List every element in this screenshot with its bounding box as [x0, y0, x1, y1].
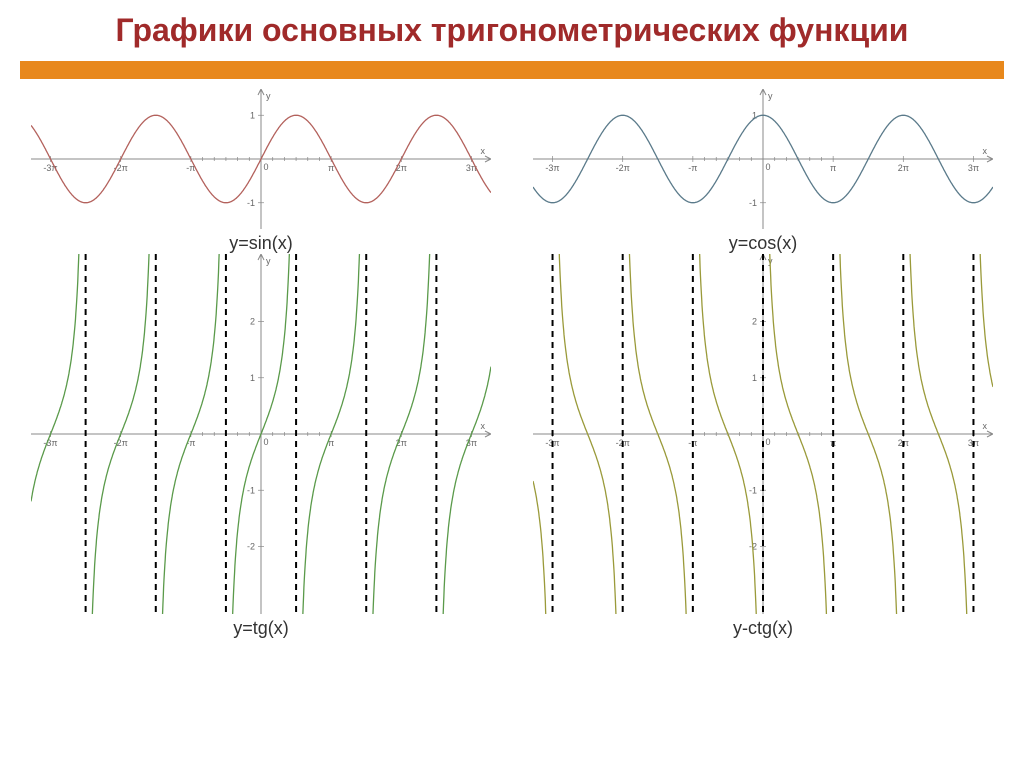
panel-sin: xy-3π-2π-ππ2π3π1-10 y=sin(x)	[25, 89, 497, 254]
svg-text:y: y	[266, 91, 271, 101]
svg-text:1: 1	[250, 373, 255, 383]
caption-cos: y=cos(x)	[527, 233, 999, 254]
chart-sin: xy-3π-2π-ππ2π3π1-10	[31, 89, 491, 229]
svg-text:3π: 3π	[466, 163, 477, 173]
panel-tan: xy-3π-2π-ππ2π3π21-1-20 y=tg(x)	[25, 254, 497, 639]
svg-text:-1: -1	[247, 198, 255, 208]
svg-text:1: 1	[752, 373, 757, 383]
chart-cot: xy-3π-2π-ππ2π3π21-1-20	[533, 254, 993, 614]
svg-text:0: 0	[263, 437, 268, 447]
panel-cot: xy-3π-2π-ππ2π3π21-1-20 y-ctg(x)	[527, 254, 999, 639]
svg-text:y: y	[266, 256, 271, 266]
svg-text:-3π: -3π	[545, 163, 559, 173]
svg-text:2: 2	[250, 317, 255, 327]
svg-text:3π: 3π	[968, 163, 979, 173]
svg-text:2: 2	[752, 317, 757, 327]
accent-bar	[20, 61, 1004, 79]
svg-text:-2: -2	[247, 542, 255, 552]
svg-text:x: x	[481, 146, 486, 156]
svg-text:-2π: -2π	[616, 163, 630, 173]
chart-tan: xy-3π-2π-ππ2π3π21-1-20	[31, 254, 491, 614]
svg-text:-1: -1	[749, 198, 757, 208]
page-title: Графики основных тригонометрических функ…	[0, 0, 1024, 57]
caption-cot: y-ctg(x)	[527, 618, 999, 639]
svg-text:2π: 2π	[898, 163, 909, 173]
chart-grid: xy-3π-2π-ππ2π3π1-10 y=sin(x) xy-3π-2π-ππ…	[0, 89, 1024, 639]
svg-text:-1: -1	[749, 485, 757, 495]
svg-text:0: 0	[765, 162, 770, 172]
panel-cos: xy-3π-2π-ππ2π3π1-10 y=cos(x)	[527, 89, 999, 254]
svg-text:0: 0	[765, 437, 770, 447]
svg-text:1: 1	[250, 110, 255, 120]
svg-text:x: x	[481, 421, 486, 431]
title-text: Графики основных тригонометрических функ…	[116, 12, 909, 48]
caption-sin: y=sin(x)	[25, 233, 497, 254]
svg-text:-1: -1	[247, 485, 255, 495]
svg-text:y: y	[768, 91, 773, 101]
caption-tan: y=tg(x)	[25, 618, 497, 639]
svg-text:-π: -π	[688, 163, 697, 173]
svg-text:π: π	[830, 163, 836, 173]
svg-text:x: x	[983, 146, 988, 156]
svg-text:x: x	[983, 421, 988, 431]
chart-cos: xy-3π-2π-ππ2π3π1-10	[533, 89, 993, 229]
svg-text:0: 0	[263, 162, 268, 172]
